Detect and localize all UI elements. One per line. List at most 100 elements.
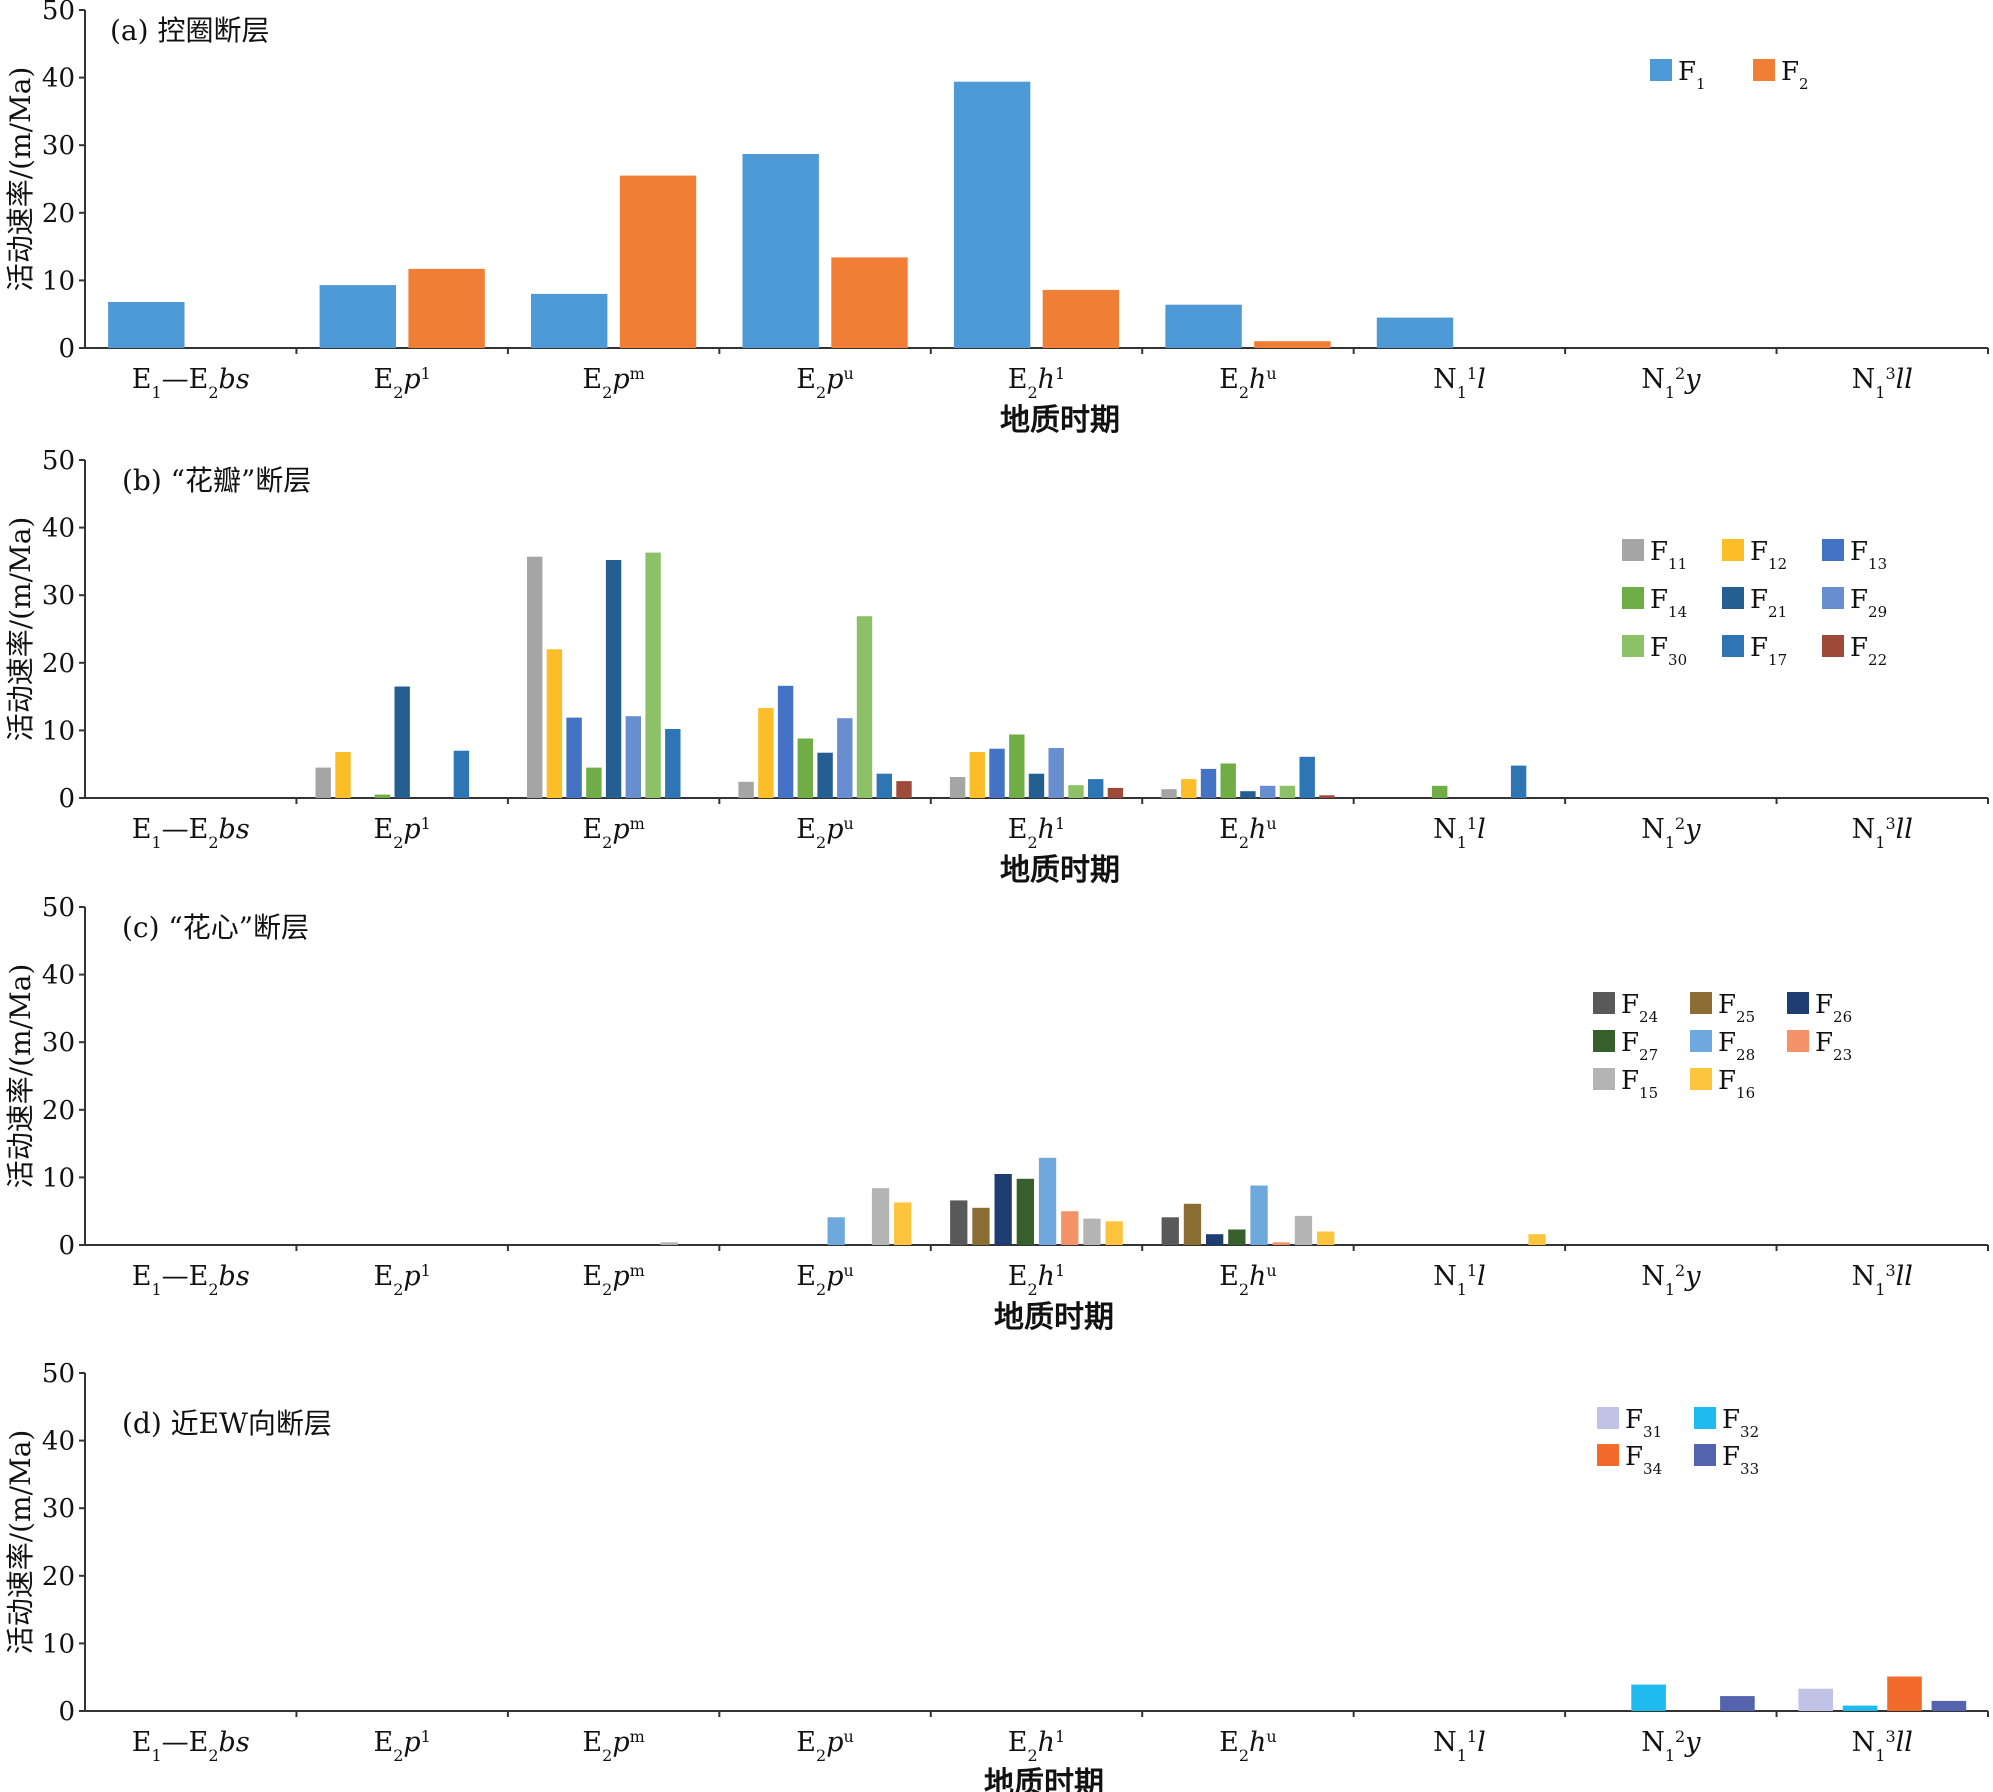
bar-F30-E2pu <box>856 616 873 798</box>
legend-label-F24: F24 <box>1621 990 1658 1026</box>
y-axis-label: 活动速率/(m/Ma) <box>4 517 37 742</box>
y-tick-label: 30 <box>42 1028 75 1058</box>
x-tick-label: E2pu <box>796 814 854 852</box>
legend-swatch-F34 <box>1597 1444 1619 1466</box>
legend-label-F12: F12 <box>1750 537 1787 573</box>
bar-F16-E2hu <box>1317 1231 1335 1245</box>
legend-swatch-F26 <box>1787 992 1809 1014</box>
bar-F17-N11l <box>1510 765 1527 798</box>
y-tick-label: 0 <box>58 334 75 364</box>
bar-F17-E2p1 <box>453 750 470 798</box>
bar-F16-E2pu <box>894 1202 912 1245</box>
bar-F12-E2hu <box>1181 779 1197 798</box>
y-tick-label: 40 <box>42 1427 75 1457</box>
bar-F28-E2hu <box>1250 1185 1268 1245</box>
bar-F33-N13ll <box>1931 1700 1967 1711</box>
y-tick-label: 30 <box>42 131 75 161</box>
y-tick-label: 20 <box>42 1562 75 1592</box>
bar-F27-E2h1 <box>1016 1178 1034 1245</box>
bar-F13-E2hu <box>1200 768 1217 798</box>
x-tick-label: E2hu <box>1219 1261 1277 1299</box>
x-tick-label: N11l <box>1433 364 1486 402</box>
x-tick-label: N11l <box>1433 814 1486 852</box>
x-tick-label: E2h1 <box>1008 1261 1065 1299</box>
legend-swatch-F15 <box>1593 1068 1615 1090</box>
bar-F29-E2hu <box>1260 785 1276 798</box>
y-tick-label: 10 <box>42 1629 75 1659</box>
bar-F22-E2hu <box>1319 795 1335 798</box>
y-tick-label: 40 <box>42 64 75 94</box>
y-axis-label: 活动速率/(m/Ma) <box>4 964 37 1189</box>
y-tick-label: 0 <box>58 784 75 814</box>
panel-title: (a) 控圈断层 <box>110 14 269 47</box>
legend: F24 F25 F26 F27 F28 F23 F15 F16 <box>1593 990 1852 1102</box>
x-tick-label: N12y <box>1641 364 1701 402</box>
x-tick-label: N11l <box>1433 1261 1486 1299</box>
bar-F15-E2pm <box>660 1242 678 1245</box>
bar-F2-E2h1 <box>1042 289 1120 348</box>
y-tick-label: 40 <box>42 514 75 544</box>
legend-swatch-F17 <box>1722 635 1744 657</box>
legend-label-F2: F2 <box>1781 57 1809 93</box>
legend: F11 F12 F13 F14 F21 F29 F30 F17 F22 <box>1622 537 1887 669</box>
x-tick-label: N11l <box>1433 1727 1486 1765</box>
bar-F12-E2pu <box>758 708 774 798</box>
legend-swatch-F2 <box>1753 59 1775 81</box>
bar-F13-E2h1 <box>989 748 1005 798</box>
legend-label-F23: F23 <box>1815 1028 1852 1064</box>
bar-F21-E2pm <box>605 560 622 798</box>
y-tick-label: 20 <box>42 649 75 679</box>
bar-F21-E2h1 <box>1028 773 1045 798</box>
bar-F15-E2hu <box>1294 1215 1313 1245</box>
bar-F17-E2hu <box>1299 756 1315 798</box>
bar-F30-E2pm <box>645 552 661 798</box>
legend-swatch-F32 <box>1694 1407 1716 1429</box>
y-tick-label: 50 <box>42 446 75 476</box>
legend-swatch-F14 <box>1622 587 1644 609</box>
bar-F17-E2pm <box>665 729 681 798</box>
legend-label-F1: F1 <box>1678 57 1706 93</box>
x-axis-label: 地质时期 <box>1000 403 1120 438</box>
x-axis-label: 地质时期 <box>984 1766 1104 1792</box>
bar-F11-E2p1 <box>315 767 331 798</box>
legend-label-F13: F13 <box>1850 537 1887 573</box>
bar-F13-E2pm <box>566 717 582 798</box>
bar-F13-E2pu <box>777 685 794 798</box>
y-tick-label: 50 <box>42 1359 75 1389</box>
panel-title: (b) “花瓣”断层 <box>122 464 311 497</box>
y-tick-label: 0 <box>58 1697 75 1727</box>
legend-swatch-F11 <box>1622 539 1644 561</box>
x-tick-label: E1—E2bs <box>132 1261 250 1299</box>
bar-F2-E2pu <box>831 257 908 348</box>
panel-d: 0 10 20 30 40 50 E1—E2bs E2p1 E2pm E2pu E2h1 E2hu N1… <box>4 1359 1989 1792</box>
x-tick-label: E1—E2bs <box>132 814 250 852</box>
legend-swatch-F16 <box>1690 1068 1712 1090</box>
legend-swatch-F31 <box>1597 1407 1619 1429</box>
legend-label-F22: F22 <box>1850 633 1887 669</box>
bar-F12-E2p1 <box>335 752 351 798</box>
panel-c: 0 10 20 30 40 50 E1—E2bs E2p1 E2pm E2pu E2h1 E2hu N1… <box>4 893 1989 1335</box>
panel-title: (d) 近EW向断层 <box>122 1407 332 1440</box>
legend-swatch-F29 <box>1822 587 1844 609</box>
legend-swatch-F13 <box>1822 539 1844 561</box>
x-tick-label: E1—E2bs <box>132 364 250 402</box>
x-tick-label: E2h1 <box>1008 1727 1065 1765</box>
x-tick-label: E2pm <box>582 364 644 402</box>
bar-F28-E2h1 <box>1038 1157 1057 1245</box>
bar-F30-E2hu <box>1279 785 1296 798</box>
bar-F33-N12y <box>1720 1696 1755 1711</box>
x-tick-label: E1—E2bs <box>132 1727 250 1765</box>
legend-label-F15: F15 <box>1621 1066 1658 1102</box>
bar-F11-E2pm <box>527 556 543 798</box>
x-tick-label: E2p1 <box>373 1727 430 1765</box>
legend-swatch-F33 <box>1694 1444 1716 1466</box>
bar-F29-E2h1 <box>1048 748 1064 798</box>
bar-F34-N13ll <box>1887 1676 1922 1711</box>
x-tick-label: E2p1 <box>373 364 430 402</box>
bar-F22-E2h1 <box>1107 787 1124 798</box>
legend-swatch-F30 <box>1622 635 1644 657</box>
y-tick-label: 10 <box>42 1163 75 1193</box>
legend-label-F25: F25 <box>1718 990 1755 1026</box>
bar-F14-E2pu <box>797 738 813 798</box>
